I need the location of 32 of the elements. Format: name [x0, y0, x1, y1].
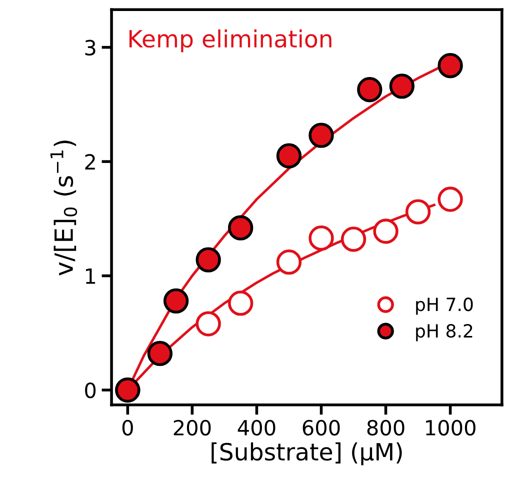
point	[438, 53, 463, 78]
point	[196, 311, 221, 336]
y-tick-label: 0	[85, 382, 96, 398]
point	[196, 247, 221, 272]
point	[147, 340, 173, 366]
point	[276, 143, 302, 168]
legend-label: pH 8.2	[416, 324, 472, 342]
point	[373, 218, 398, 244]
y-axis-title: v/[E]$_{0}$ (s$^{−1}$)	[50, 140, 78, 276]
point	[228, 290, 254, 316]
point	[276, 250, 302, 275]
y-tick-label: 2	[85, 154, 95, 170]
point	[340, 226, 366, 252]
point	[389, 74, 414, 99]
x-tick-label: 400	[238, 420, 276, 436]
point	[405, 199, 431, 224]
x-axis-title: [Substrate] (μM)	[212, 442, 402, 466]
x-tick-label: 600	[302, 420, 340, 436]
x-tick-label: 0	[122, 420, 133, 436]
point	[163, 288, 189, 314]
point	[357, 77, 382, 102]
point	[308, 122, 334, 148]
point	[308, 226, 334, 251]
point	[228, 215, 254, 240]
point	[438, 186, 463, 212]
legend-label: pH 7.0	[416, 298, 473, 315]
x-tick-label: 800	[367, 420, 404, 436]
x-tick-label: 1000	[426, 420, 476, 436]
text: Kemp elimination	[129, 29, 332, 52]
y-tick-label: 3	[85, 40, 96, 56]
y-tick-label: 1	[86, 268, 96, 284]
x-tick-label: 200	[174, 420, 211, 436]
